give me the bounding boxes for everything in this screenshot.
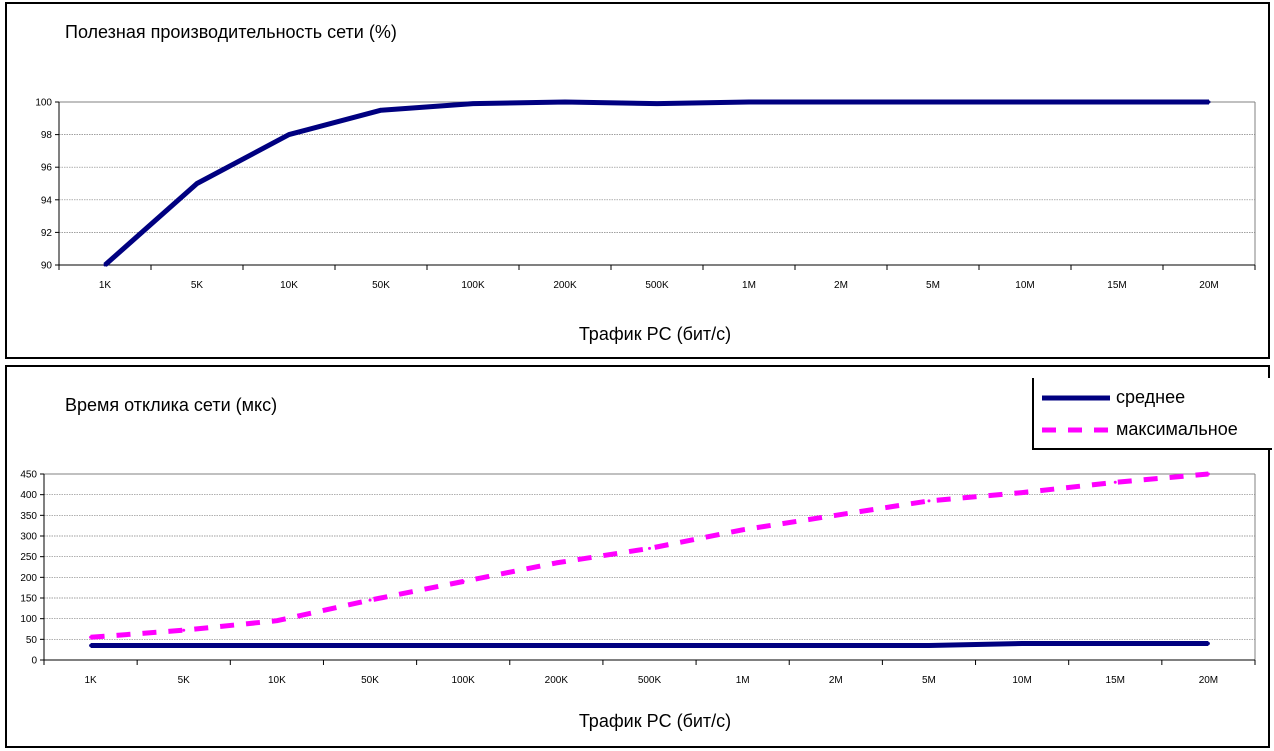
data-point bbox=[931, 100, 935, 104]
data-point bbox=[1113, 480, 1117, 484]
data-point bbox=[1206, 472, 1210, 476]
y-tick-label: 350 bbox=[20, 511, 37, 522]
data-point bbox=[1115, 100, 1119, 104]
data-point bbox=[554, 561, 558, 565]
data-point bbox=[839, 100, 843, 104]
y-tick-label: 50 bbox=[26, 635, 38, 646]
x-tick-label: 10M bbox=[1012, 675, 1031, 686]
data-point bbox=[1023, 100, 1027, 104]
x-tick-label: 2M bbox=[834, 280, 848, 291]
data-point bbox=[563, 100, 567, 104]
x-tick-label: 100K bbox=[461, 280, 485, 291]
chart-title: Время отклика сети (мкс) bbox=[65, 395, 278, 415]
x-tick-label: 50K bbox=[361, 675, 379, 686]
data-point bbox=[89, 635, 93, 639]
x-tick-label: 1M bbox=[742, 280, 756, 291]
series-line-0 bbox=[103, 99, 1209, 267]
y-tick-label: 92 bbox=[41, 228, 53, 239]
chart-title: Полезная производительность сети (%) bbox=[65, 22, 397, 42]
data-point bbox=[927, 499, 931, 503]
y-tick-label: 150 bbox=[20, 594, 37, 605]
legend-swatch-max bbox=[1042, 427, 1110, 433]
x-tick-label: 5M bbox=[922, 675, 936, 686]
data-point bbox=[368, 644, 372, 648]
data-point bbox=[379, 108, 383, 112]
x-tick-label: 20M bbox=[1199, 280, 1218, 291]
data-point bbox=[1020, 491, 1024, 495]
x-tick-label: 100K bbox=[452, 675, 476, 686]
data-point bbox=[195, 182, 199, 185]
y-tick-label: 90 bbox=[41, 261, 53, 272]
data-point bbox=[1113, 641, 1117, 645]
x-tick-label: 500K bbox=[638, 675, 662, 686]
data-point bbox=[1207, 100, 1211, 104]
data-point bbox=[747, 100, 751, 104]
data-point bbox=[927, 644, 931, 648]
data-point bbox=[655, 102, 659, 106]
chart-legend: среднее максимальное bbox=[1032, 378, 1272, 450]
x-tick-label: 50K bbox=[372, 280, 390, 291]
x-tick-label: 1K bbox=[84, 675, 97, 686]
legend-item-avg: среднее bbox=[1034, 384, 1274, 414]
y-tick-label: 98 bbox=[41, 130, 53, 141]
x-tick-label: 1M bbox=[736, 675, 750, 686]
x-tick-label: 1K bbox=[99, 280, 112, 291]
legend-label-avg: среднее bbox=[1116, 387, 1186, 407]
data-point bbox=[741, 644, 745, 648]
data-point bbox=[368, 598, 372, 602]
data-point bbox=[461, 644, 465, 648]
legend-item-max: максимальное bbox=[1034, 416, 1274, 446]
response-time-chart-panel: Время отклика сети (мкс) 0 50 100 150 200 250… bbox=[5, 365, 1272, 748]
data-point bbox=[554, 644, 558, 648]
x-axis-label: Трафик PC (бит/с) bbox=[578, 324, 732, 344]
y-tick-label: 450 bbox=[20, 470, 37, 481]
data-point bbox=[461, 579, 465, 583]
x-tick-label: 10M bbox=[1015, 280, 1034, 291]
x-tick-label: 2M bbox=[829, 675, 843, 686]
data-point bbox=[275, 644, 279, 648]
x-tick-label: 200K bbox=[545, 675, 569, 686]
data-point bbox=[182, 644, 186, 648]
y-tick-label: 200 bbox=[20, 573, 37, 584]
legend-label-max: максимальное bbox=[1116, 419, 1238, 439]
data-point bbox=[834, 644, 838, 648]
y-tick-label: 300 bbox=[20, 532, 37, 543]
x-tick-label: 5K bbox=[178, 675, 191, 686]
y-tick-label: 94 bbox=[41, 195, 53, 206]
x-tick-label: 500K bbox=[645, 280, 669, 291]
x-tick-label: 10K bbox=[268, 675, 286, 686]
data-point bbox=[89, 644, 93, 648]
data-point bbox=[834, 513, 838, 517]
data-point bbox=[1206, 641, 1210, 645]
data-point bbox=[471, 102, 475, 106]
data-point bbox=[182, 628, 186, 632]
data-point bbox=[648, 546, 651, 550]
x-axis-label: Трафик PC (бит/с) bbox=[578, 711, 732, 731]
data-point bbox=[103, 263, 107, 267]
x-tick-label: 20M bbox=[1199, 675, 1218, 686]
data-point bbox=[1020, 641, 1024, 645]
data-point bbox=[275, 619, 279, 623]
throughput-chart-plot: 90 92 94 96 98 100 1K 5K 10K 50K 100K 200K 500K 1M 2M 5… bbox=[35, 98, 1256, 291]
throughput-chart-panel: Полезная производительность сети (%) 90 9… bbox=[5, 2, 1270, 359]
x-tick-label: 15M bbox=[1106, 675, 1125, 686]
y-tick-label: 96 bbox=[41, 163, 53, 174]
response-time-chart-plot: 0 50 100 150 200 250 300 350 400 450 1K 5K 10K 50K 100… bbox=[20, 470, 1256, 686]
y-tick-label: 0 bbox=[31, 656, 37, 667]
series-line-1 bbox=[90, 471, 1209, 640]
data-point bbox=[287, 133, 291, 137]
x-tick-label: 15M bbox=[1107, 280, 1126, 291]
data-point bbox=[648, 644, 651, 648]
x-tick-label: 5K bbox=[191, 280, 204, 291]
x-tick-label: 5M bbox=[926, 280, 940, 291]
y-tick-label: 400 bbox=[20, 490, 37, 501]
legend-swatch-avg bbox=[1042, 395, 1110, 401]
data-point bbox=[741, 528, 745, 532]
x-tick-label: 10K bbox=[280, 280, 298, 291]
y-tick-label: 100 bbox=[35, 98, 52, 109]
y-tick-label: 100 bbox=[20, 614, 37, 625]
y-tick-label: 250 bbox=[20, 552, 37, 563]
x-tick-label: 200K bbox=[553, 280, 577, 291]
